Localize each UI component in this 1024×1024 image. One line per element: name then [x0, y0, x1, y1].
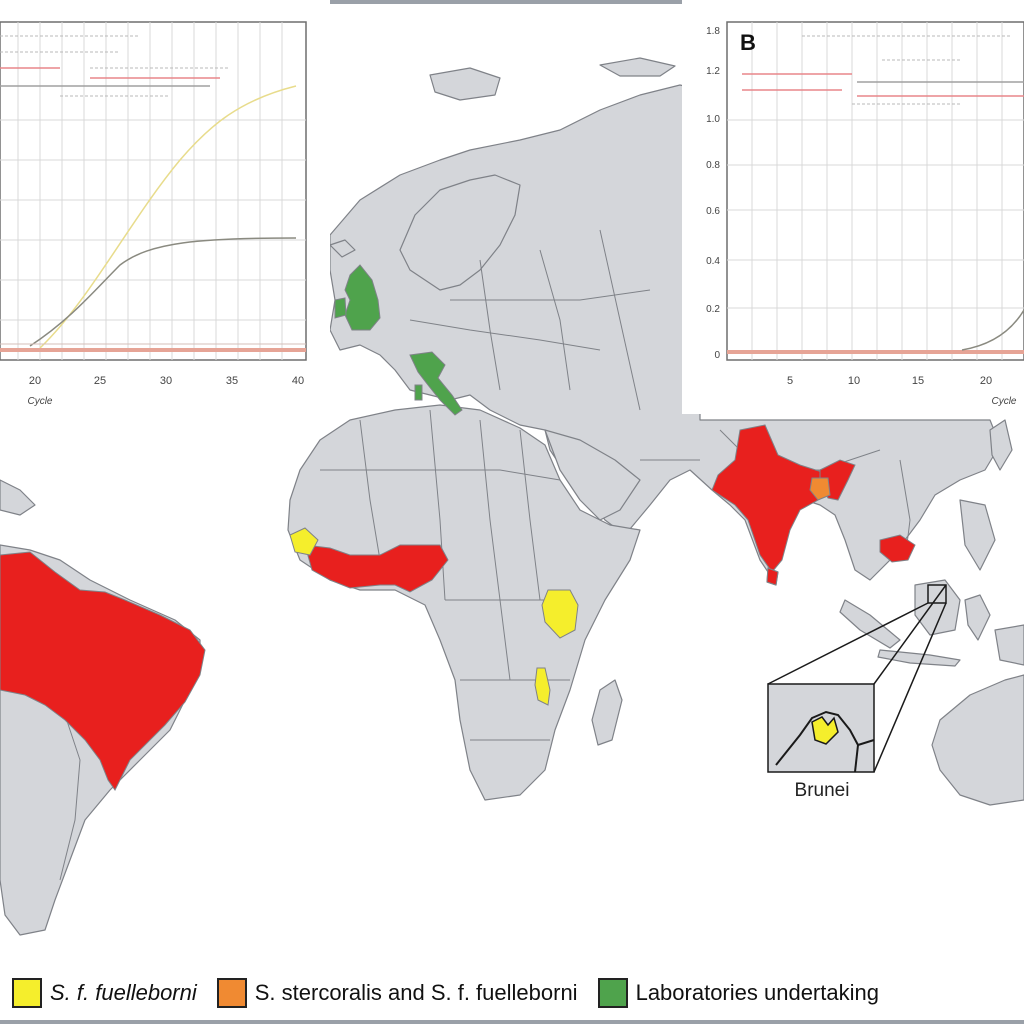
curve-b-rise: [961, 309, 1024, 351]
land-arctic-islands-2: [599, 57, 676, 77]
land-arabia: [544, 429, 641, 521]
panel-b-y-tick: 1.0: [706, 114, 720, 125]
land-africa: [287, 404, 641, 801]
legend-label: Laboratories undertaking: [635, 980, 879, 1005]
panel-a-x-tick: 40: [292, 375, 304, 387]
land-philippines: [959, 499, 996, 571]
land-sumatra: [839, 599, 901, 649]
panel-b-y-tick: 0.4: [706, 256, 720, 267]
land-iceland: [329, 239, 356, 258]
region-bangladesh: [809, 477, 831, 501]
panel-a-axis-label: Cycle: [27, 396, 52, 407]
curve-dark: [29, 237, 297, 347]
panel-b: 1.8 1.2 1.0 0.8 0.6 0.4 0.2 0 5 10 15 20…: [682, 0, 1024, 414]
panel-b-letter: B: [740, 30, 756, 55]
panel-a: 20 25 30 35 40 Cycle: [0, 0, 330, 410]
region-uk: [344, 264, 381, 331]
curve-light: [39, 85, 297, 349]
legend-swatch-yellow: [12, 978, 42, 1008]
region-guinea: [289, 527, 319, 556]
region-south-america: [0, 551, 206, 791]
region-srilanka: [766, 567, 779, 586]
region-italy: [409, 351, 463, 416]
panel-b-x-tick: 15: [912, 375, 924, 387]
panel-b-x-tick: 10: [848, 375, 860, 387]
region-ireland: [334, 297, 347, 319]
panel-a-x-tick: 25: [94, 375, 106, 387]
region-india: [711, 424, 823, 573]
panel-b-x-tick: 5: [787, 375, 793, 387]
region-sardinia: [414, 384, 423, 401]
land-borneo: [914, 579, 961, 636]
panel-b-y-tick: 1.8: [706, 26, 720, 37]
brunei-label: Brunei: [794, 780, 850, 801]
legend: S. f. fuelleborni S. stercoralis and S. …: [0, 968, 1024, 1018]
land-arctic-islands: [429, 67, 501, 101]
land-japan: [989, 419, 1013, 471]
land-newguinea: [994, 624, 1024, 666]
panel-b-y-tick: 0.6: [706, 206, 720, 217]
panel-a-x-tick: 35: [226, 375, 238, 387]
panel-b-y-tick: 0.8: [706, 160, 720, 171]
land-central-america: [0, 479, 36, 516]
panel-b-x-tick: 20: [980, 375, 992, 387]
brunei-inset-map: [767, 584, 947, 773]
panel-a-x-tick: 20: [29, 375, 41, 387]
legend-item-both: S. stercoralis and S. f. fuelleborni: [216, 978, 578, 1008]
land-madagascar: [591, 679, 623, 746]
region-malawi: [534, 667, 551, 706]
region-west-africa: [304, 544, 449, 593]
panel-b-y-tick: 1.2: [706, 66, 720, 77]
panel-b-y-tick: 0: [714, 350, 720, 361]
legend-item-laboratories: Laboratories undertaking: [597, 978, 879, 1008]
legend-swatch-green: [597, 978, 628, 1008]
land-scandinavia: [399, 174, 521, 291]
panel-a-plot: 20 25 30 35 40 Cycle: [0, 21, 307, 407]
land-sulawesi: [964, 594, 991, 641]
panel-b-axis-label: Cycle: [991, 396, 1016, 407]
legend-swatch-orange: [216, 978, 247, 1008]
land-java: [877, 649, 961, 667]
region-cambodia: [879, 534, 916, 563]
legend-label: S. f. fuelleborni: [50, 980, 197, 1005]
legend-item-fuelleborni: S. f. fuelleborni: [12, 978, 197, 1008]
legend-label: S. stercoralis and S. f. fuelleborni: [254, 980, 578, 1005]
panel-a-x-tick: 30: [160, 375, 172, 387]
land-australia: [931, 674, 1024, 806]
region-kenya: [541, 589, 579, 639]
panel-b-plot: 1.8 1.2 1.0 0.8 0.6 0.4 0.2 0 5 10 15 20…: [706, 21, 1024, 407]
panel-b-y-tick: 0.2: [706, 304, 720, 315]
